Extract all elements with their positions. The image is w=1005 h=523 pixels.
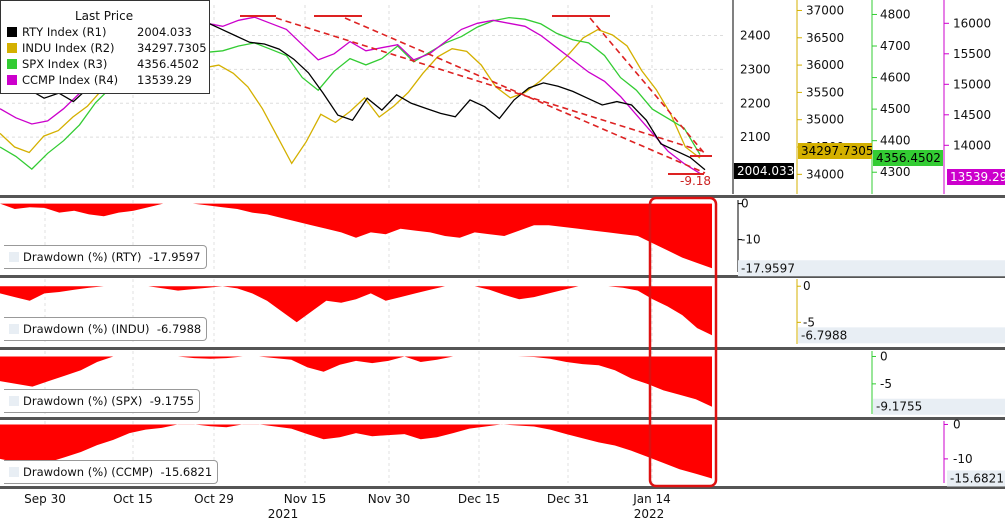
last-value-text-r3: 4356.4502 (876, 151, 941, 165)
legend-swatch-ccmp (7, 75, 17, 85)
last-value-tag-r2 (798, 143, 872, 159)
dd-axis-label-ccmp: 0 (953, 417, 961, 431)
legend-item-ccmp: CCMP Index (R4) 13539.29 (7, 73, 192, 87)
highlight-box (648, 196, 718, 488)
legend-value-indu: 34297.7305 (137, 41, 207, 55)
x-year-label: 2021 (268, 507, 299, 521)
legend-label-spx: SPX Index (R3) (22, 57, 108, 71)
axis-label-r4: 16000 (953, 16, 991, 30)
drop-annotation: -9.18 (680, 174, 711, 188)
dd-axis-label-ccmp: -10 (953, 452, 973, 466)
trend-line-2 (589, 17, 706, 155)
drawdown-label-ccmp: Drawdown (%) (CCMP) -15.6821 (4, 460, 219, 484)
dd-last-value-ccmp: -15.6821 (950, 471, 1004, 485)
dd-last-value-rty: -17.9597 (741, 261, 795, 275)
legend-item-indu: INDU Index (R2) 34297.7305 (7, 41, 207, 55)
price-legend: Last Price RTY Index (R1) 2004.033 INDU … (0, 0, 210, 94)
last-value-tag-r1 (734, 163, 794, 179)
dd-last-value-spx: -9.1755 (876, 400, 922, 414)
drawdown-label-rty: Drawdown (%) (RTY) -17.9597 (4, 245, 207, 269)
legend-value-ccmp: 13539.29 (137, 73, 192, 87)
drawdown-area-spx (0, 356, 712, 407)
dd-axis-label-rty: -10 (741, 233, 761, 247)
axis-label-r3: 4600 (880, 71, 911, 85)
dd-last-tag-rty (738, 260, 1005, 277)
axis-label-r2: 36000 (806, 58, 844, 72)
dd-last-tag-ccmp (947, 470, 1005, 487)
axis-label-r3: 4500 (880, 102, 911, 116)
panel-separator-4 (0, 486, 1005, 489)
axis-label-r1: 2400 (740, 29, 771, 43)
axis-label-r2: 35500 (806, 85, 844, 99)
axis-label-r3: 4400 (880, 134, 911, 148)
panel-separator-3 (0, 417, 1005, 420)
panel-separator-0 (0, 195, 1005, 198)
drawdown-area-rty (0, 203, 712, 269)
dd-axis-label-rty: 0 (741, 197, 749, 211)
panel-separator-2 (0, 347, 1005, 350)
dd-last-value-indu: -6.7988 (801, 328, 847, 342)
dd-last-tag-spx (873, 398, 1005, 415)
axis-label-r1: 2300 (740, 62, 771, 76)
axis-label-r4: 15500 (953, 47, 991, 61)
dd-axis-label-spx: 0 (880, 349, 888, 363)
dd-axis-label-indu: -5 (803, 315, 815, 329)
axis-label-r4: 14500 (953, 108, 991, 122)
drawdown-area-indu (0, 286, 712, 336)
trend-line-1 (344, 17, 706, 174)
legend-label-indu: INDU Index (R2) (22, 41, 115, 55)
last-value-text-r4: 13539.29 (950, 170, 1005, 184)
x-tick-label: Sep 30 (24, 492, 66, 506)
last-value-tag-r4 (947, 169, 1005, 185)
x-tick-label: Jan 14 (632, 492, 671, 506)
drawdown-label-spx: Drawdown (%) (SPX) -9.1755 (4, 389, 201, 413)
dd-last-tag-indu (798, 327, 1005, 344)
drawdown-area-ccmp (0, 424, 712, 479)
legend-swatch-spx (7, 59, 17, 69)
x-tick-label: Dec 15 (458, 492, 500, 506)
legend-title: Last Price (75, 9, 134, 23)
axis-label-r3: 4700 (880, 39, 911, 53)
trend-line-0 (275, 17, 706, 153)
x-tick-label: Dec 31 (547, 492, 589, 506)
legend-value-rty: 2004.033 (137, 25, 192, 39)
legend-item-spx: SPX Index (R3) 4356.4502 (7, 57, 199, 71)
last-value-text-r1: 2004.033 (737, 164, 794, 178)
last-value-text-r2: 34297.7305 (801, 144, 874, 158)
axis-label-r1: 2100 (740, 130, 771, 144)
legend-value-spx: 4356.4502 (137, 57, 200, 71)
x-tick-label: Oct 29 (194, 492, 234, 506)
dd-axis-label-spx: -5 (880, 377, 892, 391)
axis-label-r2: 34000 (806, 167, 844, 181)
dd-axis-label-indu: 0 (803, 279, 811, 293)
drawdown-label-indu: Drawdown (%) (INDU) -6.7988 (4, 317, 208, 341)
legend-item-rty: RTY Index (R1) 2004.033 (7, 25, 192, 39)
legend-label-ccmp: CCMP Index (R4) (22, 73, 119, 87)
axis-label-r2: 35000 (806, 113, 844, 127)
axis-label-r1: 2200 (740, 96, 771, 110)
legend-label-rty: RTY Index (R1) (22, 25, 107, 39)
axis-label-r3: 4300 (880, 165, 911, 179)
x-tick-label: Nov 30 (368, 492, 411, 506)
x-tick-label: Nov 15 (284, 492, 327, 506)
panel-separator-1 (0, 275, 1005, 278)
axis-label-r4: 14000 (953, 138, 991, 152)
x-tick-label: Oct 15 (113, 492, 153, 506)
x-year-label: 2022 (634, 507, 665, 521)
legend-swatch-rty (7, 27, 17, 37)
axis-label-r3: 4800 (880, 7, 911, 21)
axis-label-r4: 15000 (953, 77, 991, 91)
last-value-tag-r3 (873, 150, 943, 166)
legend-swatch-indu (7, 43, 17, 53)
axis-label-r2: 37000 (806, 3, 844, 17)
axis-label-r2: 36500 (806, 31, 844, 45)
